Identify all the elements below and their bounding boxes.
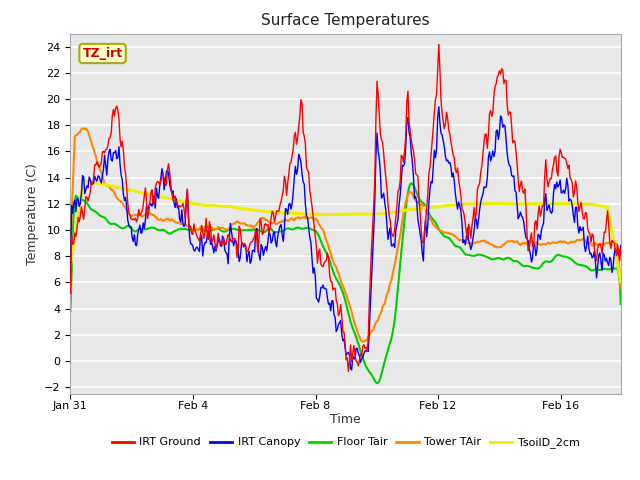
X-axis label: Time: Time — [330, 413, 361, 426]
Legend: IRT Ground, IRT Canopy, Floor Tair, Tower TAir, TsoilD_2cm: IRT Ground, IRT Canopy, Floor Tair, Towe… — [107, 433, 584, 453]
Title: Surface Temperatures: Surface Temperatures — [261, 13, 430, 28]
Y-axis label: Temperature (C): Temperature (C) — [26, 163, 38, 264]
Text: TZ_irt: TZ_irt — [83, 47, 123, 60]
